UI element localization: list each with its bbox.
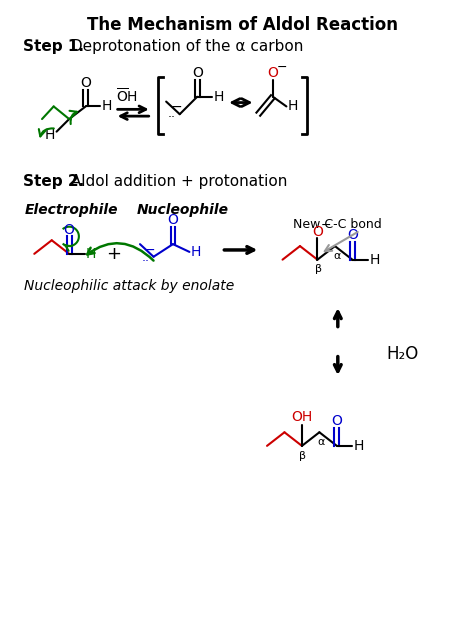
Text: Nucleophile: Nucleophile xyxy=(137,203,228,217)
Text: +: + xyxy=(106,245,121,263)
Text: O: O xyxy=(267,66,278,81)
Text: −: − xyxy=(276,61,287,74)
Text: New C-C bond: New C-C bond xyxy=(293,218,382,231)
Text: Step 2.: Step 2. xyxy=(23,174,84,189)
Text: O: O xyxy=(64,223,74,237)
Text: Deprotonation of the α carbon: Deprotonation of the α carbon xyxy=(66,39,304,54)
Text: H₂O: H₂O xyxy=(386,345,419,362)
Text: α: α xyxy=(333,251,340,261)
Text: O: O xyxy=(167,213,178,227)
Text: O: O xyxy=(192,66,202,81)
Text: −: − xyxy=(170,100,182,113)
Text: OH: OH xyxy=(292,410,312,424)
Text: α: α xyxy=(318,437,325,447)
Text: −: − xyxy=(321,219,331,232)
Text: H: H xyxy=(102,100,112,113)
Text: −: − xyxy=(144,243,155,257)
Text: O: O xyxy=(80,76,91,90)
Text: O: O xyxy=(331,414,342,428)
Text: The Mechanism of Aldol Reaction: The Mechanism of Aldol Reaction xyxy=(87,16,398,34)
Text: H: H xyxy=(191,245,201,259)
Text: H: H xyxy=(354,439,365,453)
Text: Electrophile: Electrophile xyxy=(24,203,118,217)
Text: Aldol addition + protonation: Aldol addition + protonation xyxy=(66,174,288,189)
Text: β: β xyxy=(315,264,322,274)
Text: O: O xyxy=(312,225,323,239)
Text: Nucleophilic attack by enolate: Nucleophilic attack by enolate xyxy=(24,279,235,293)
Text: ··: ·· xyxy=(168,111,176,123)
Text: Step 1.: Step 1. xyxy=(23,39,83,54)
Text: H: H xyxy=(288,100,299,113)
Text: H: H xyxy=(45,128,55,141)
Text: $\overline{\rm O}$H: $\overline{\rm O}$H xyxy=(117,88,138,106)
Text: O: O xyxy=(347,228,358,242)
Text: H: H xyxy=(369,253,380,267)
Text: H: H xyxy=(85,247,96,261)
Text: β: β xyxy=(300,451,306,461)
Text: H: H xyxy=(213,90,224,104)
Text: ··: ·· xyxy=(142,255,150,268)
